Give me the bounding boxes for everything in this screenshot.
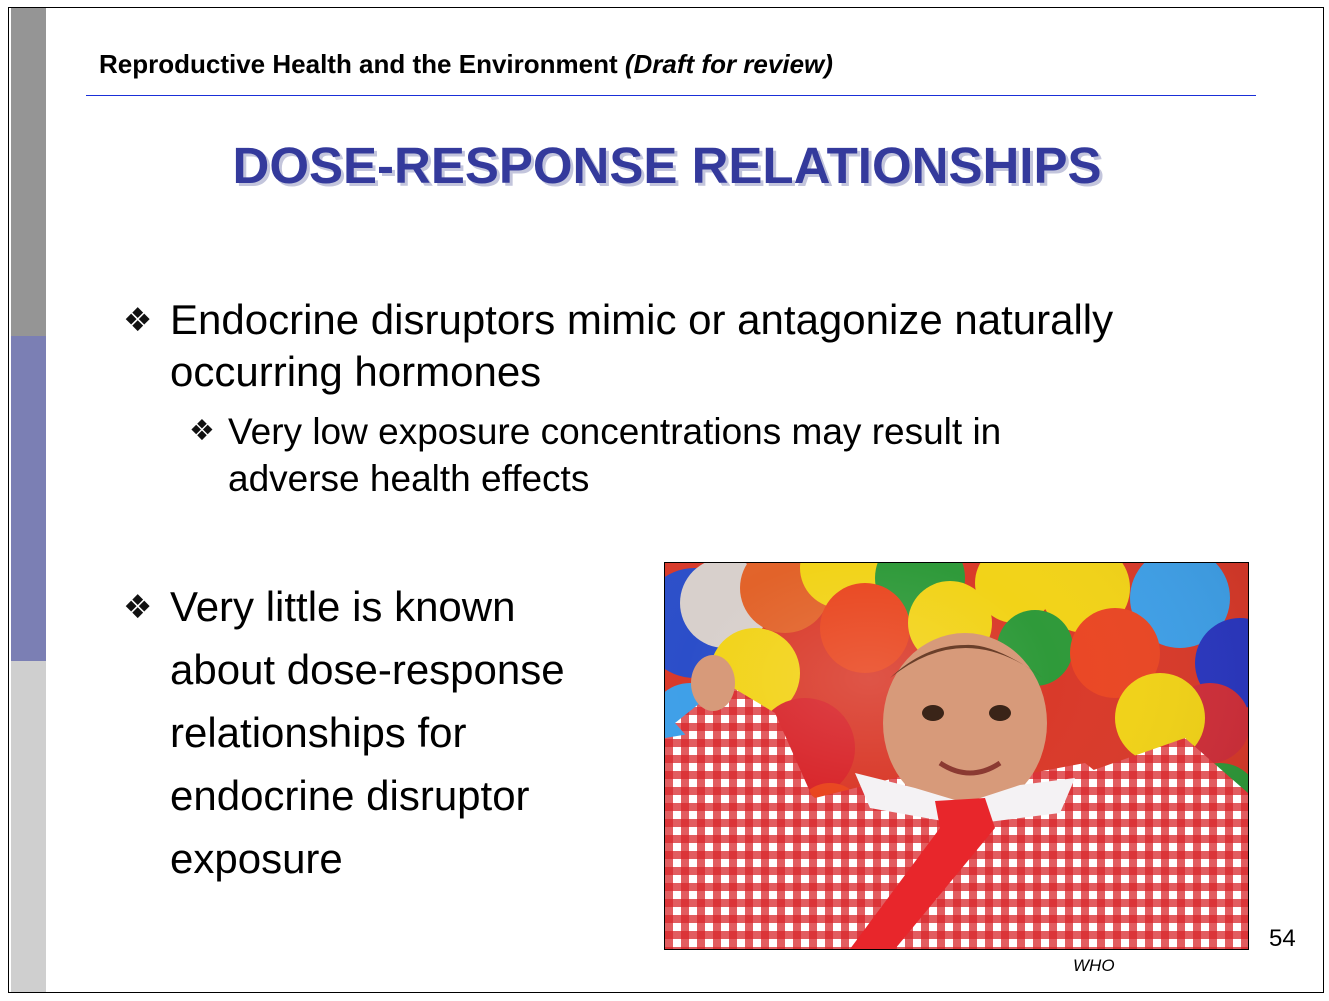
sidebar-stripe-middle — [11, 336, 46, 661]
sidebar-stripe-top — [11, 8, 46, 336]
photo-caption: WHO — [1073, 956, 1115, 975]
bullet-text: Very low exposure concentrations may res… — [228, 408, 1001, 502]
bullet-line: adverse health effects — [228, 458, 590, 499]
sidebar-stripe-bottom — [11, 661, 46, 992]
bullet-line: Very little is known — [170, 583, 516, 630]
header-draft-note: (Draft for review) — [624, 49, 833, 79]
page-number: 54 — [1269, 925, 1296, 952]
bullet-line: occurring hormones — [170, 348, 542, 395]
slide-title: DOSE-RESPONSE RELATIONSHIPS — [232, 137, 1102, 194]
slide: Reproductive Health and the Environment … — [8, 7, 1324, 993]
diamond-bullet-icon: ❖ — [189, 415, 215, 447]
bullet-line: exposure — [170, 835, 343, 882]
header-rule — [86, 95, 1256, 96]
child-in-ball-pit-photo — [664, 562, 1249, 950]
bullet-line: relationships for — [170, 709, 467, 756]
header-title: Reproductive Health and the Environment — [99, 49, 618, 79]
bullet-text: Very little is known about dose-response… — [170, 575, 565, 890]
bullet-line: endocrine disruptor — [170, 772, 530, 819]
bullet-line: about dose-response — [170, 646, 565, 693]
diamond-bullet-icon: ❖ — [123, 588, 153, 625]
bullet-line: Endocrine disruptors mimic or antagonize… — [170, 296, 1114, 343]
slide-header: Reproductive Health and the Environment … — [99, 49, 833, 80]
diamond-bullet-icon: ❖ — [123, 301, 153, 338]
bullet-line: Very low exposure concentrations may res… — [228, 411, 1002, 452]
bullet-text: Endocrine disruptors mimic or antagonize… — [170, 294, 1113, 398]
